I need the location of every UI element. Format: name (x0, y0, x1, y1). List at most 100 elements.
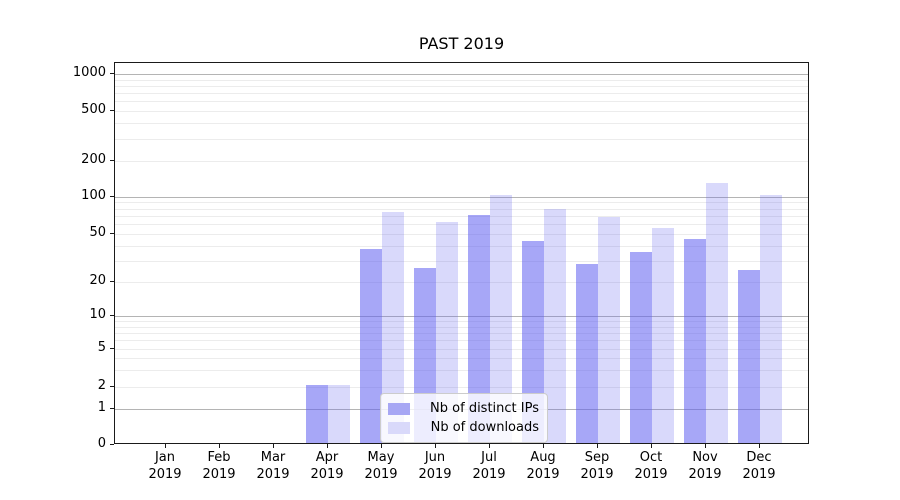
grid-line-minor (115, 333, 808, 335)
x-axis-tick-label: May 2019 (364, 450, 398, 482)
x-axis-tick-label: Aug 2019 (526, 450, 560, 482)
bar-downloads (598, 217, 620, 443)
y-axis-tick-label: 1000 (72, 65, 106, 80)
x-axis-tick-label: Jan 2019 (148, 450, 182, 482)
x-axis-tick-label: Oct 2019 (634, 450, 668, 482)
y-axis-tick-label: 20 (89, 273, 106, 288)
legend-swatch-downloads (388, 421, 410, 434)
bar-downloads (706, 182, 728, 443)
grid-line-minor (115, 282, 808, 283)
grid-line-minor (115, 340, 808, 342)
x-axis-tick-label: Mar 2019 (256, 450, 290, 482)
x-axis-tick (273, 444, 274, 448)
y-axis-tick (110, 233, 114, 234)
bar-layer (115, 63, 808, 443)
x-axis-tick (165, 444, 166, 448)
grid-layer (115, 63, 808, 443)
y-axis-tick (110, 160, 114, 161)
y-axis-tick (110, 385, 114, 387)
legend-label: Nb of downloads (430, 420, 539, 435)
grid-line-minor (115, 369, 808, 371)
x-axis-tick-label: Jul 2019 (472, 450, 506, 482)
x-axis-tick-label: Sep 2019 (580, 450, 614, 482)
grid-line-major (115, 74, 808, 75)
y-axis-tick (110, 444, 114, 445)
y-axis-tick (110, 73, 114, 74)
bar-downloads (328, 384, 350, 443)
y-axis-tick-label: 10 (89, 307, 106, 323)
grid-line-major (115, 316, 808, 318)
y-axis-tick-label: 5 (97, 340, 106, 355)
grid-line-minor (115, 358, 808, 360)
grid-line-minor (115, 202, 808, 204)
grid-line-major (115, 196, 808, 198)
grid-line-minor (115, 321, 808, 323)
x-axis-tick-label: Dec 2019 (742, 450, 776, 482)
grid-line-minor (115, 215, 808, 217)
bar-distinct-ips (468, 214, 490, 443)
grid-line-minor (115, 79, 808, 81)
legend-label: Nb of distinct IPs (430, 401, 539, 416)
x-axis-tick (651, 444, 652, 448)
grid-line-minor (115, 123, 808, 125)
bar-distinct-ips (522, 241, 544, 443)
bar-distinct-ips (576, 264, 598, 443)
y-axis-tick-label: 0 (97, 436, 106, 451)
x-axis-tick-label: Nov 2019 (688, 450, 722, 482)
legend-item: Nb of downloads (388, 418, 539, 437)
y-axis-tick-label: 2 (97, 377, 106, 393)
grid-line-minor (115, 386, 808, 388)
bar-downloads (490, 194, 512, 443)
bar-distinct-ips (684, 238, 706, 443)
bar-distinct-ips (360, 249, 382, 443)
bar-downloads (382, 211, 404, 443)
x-axis-tick (435, 444, 436, 448)
grid-line-minor (115, 138, 808, 140)
bar-downloads (544, 208, 566, 443)
x-axis-tick (759, 444, 760, 448)
grid-line-minor (115, 224, 808, 226)
legend-swatch-distinct-ips (388, 402, 410, 415)
y-axis-tick-label: 500 (81, 102, 106, 117)
x-axis-tick (327, 444, 328, 448)
chart-title: PAST 2019 (418, 34, 505, 53)
grid-line-minor (115, 349, 808, 350)
grid-line-minor (115, 93, 808, 94)
bar-distinct-ips (630, 252, 652, 443)
legend-item: Nb of distinct IPs (388, 399, 539, 418)
x-axis-tick-label: Feb 2019 (202, 450, 236, 482)
y-axis-tick (110, 407, 114, 409)
grid-line-minor (115, 111, 808, 112)
y-axis-tick (110, 195, 114, 197)
bar-downloads (436, 222, 458, 443)
x-axis-tick-label: Jun 2019 (418, 450, 452, 482)
grid-line-minor (115, 245, 808, 247)
y-axis-tick (110, 110, 114, 111)
y-axis-tick (110, 281, 114, 282)
bar-distinct-ips (306, 384, 328, 443)
grid-line-minor (115, 101, 808, 103)
y-axis-tick-label: 50 (89, 225, 106, 240)
grid-line-minor (115, 326, 808, 328)
x-axis-tick (705, 444, 706, 448)
x-axis-tick (597, 444, 598, 448)
grid-line-minor (115, 234, 808, 235)
y-axis-tick (110, 348, 114, 349)
x-axis-tick (219, 444, 220, 448)
y-axis-tick-label: 1 (97, 399, 106, 415)
x-axis-tick-label: Apr 2019 (310, 450, 344, 482)
y-axis-tick-label: 100 (81, 187, 106, 203)
grid-line-minor (115, 208, 808, 210)
bar-downloads (760, 194, 782, 443)
x-axis-tick (381, 444, 382, 448)
bar-distinct-ips (738, 270, 760, 443)
grid-line-minor (115, 161, 808, 162)
y-axis-tick-label: 200 (81, 152, 106, 167)
legend: Nb of distinct IPs Nb of downloads (380, 393, 548, 443)
x-axis-tick (489, 444, 490, 448)
plot-area: Nb of distinct IPs Nb of downloads (114, 62, 809, 444)
y-axis-tick (110, 315, 114, 317)
grid-line-minor (115, 260, 808, 262)
grid-line-minor (115, 85, 808, 87)
